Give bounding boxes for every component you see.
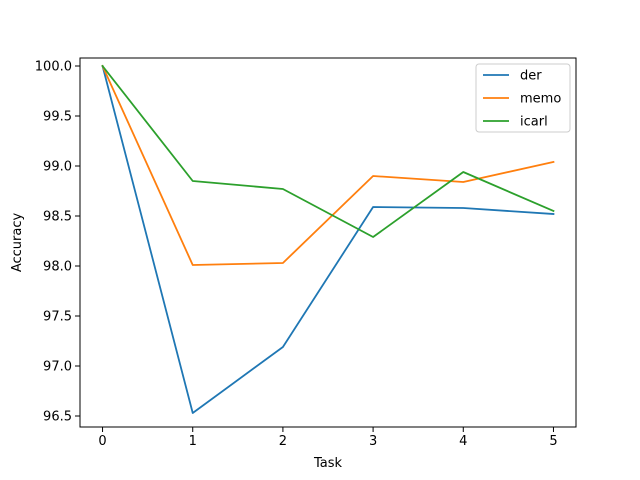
y-tick-label: 98.5 <box>43 210 72 225</box>
x-tick-label: 3 <box>369 434 377 449</box>
x-tick-label: 5 <box>549 434 557 449</box>
y-axis: 96.5 97.0 97.5 98.0 98.5 99.0 99.5 100.0 <box>35 60 80 425</box>
y-tick-label: 96.5 <box>43 410 72 425</box>
legend-label-der: der <box>520 69 542 84</box>
y-tick-label: 98.0 <box>43 260 72 275</box>
x-tick-label: 1 <box>189 434 197 449</box>
y-tick-label: 99.5 <box>43 110 72 125</box>
legend-label-memo: memo <box>520 92 561 107</box>
y-tick-label: 97.5 <box>43 310 72 325</box>
series-line-der <box>101 64 555 414</box>
legend: der memo icarl <box>475 63 571 133</box>
x-axis-label: Task <box>313 456 343 471</box>
y-tick-label: 99.0 <box>43 160 72 175</box>
series-layer <box>101 64 555 414</box>
legend-label-icarl: icarl <box>520 115 548 130</box>
plot-area-frame <box>79 57 577 428</box>
x-tick-label: 2 <box>279 434 287 449</box>
y-axis-label: Accuracy <box>10 213 25 273</box>
series-line-icarl <box>101 64 555 238</box>
y-tick-label: 100.0 <box>35 60 72 75</box>
x-axis: 0 1 2 3 4 5 <box>98 427 558 449</box>
legend-box <box>475 63 571 133</box>
x-tick-label: 0 <box>98 434 106 449</box>
x-tick-label: 4 <box>459 434 467 449</box>
y-tick-label: 97.0 <box>43 360 72 375</box>
